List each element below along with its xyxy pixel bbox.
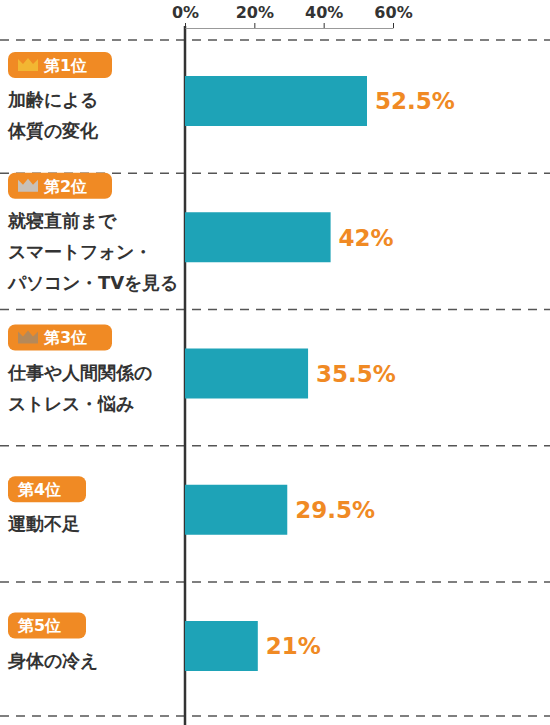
data-label: 21% — [266, 633, 321, 659]
tick-mark — [393, 23, 394, 28]
separator — [0, 581, 550, 583]
data-label: 35.5% — [316, 361, 396, 387]
category-group: 第2位就寝直前までスマートフォン・パソコン・TVを見る — [7, 173, 178, 293]
bar — [185, 76, 367, 126]
x-axis: 0% 20% 40% 60% — [172, 3, 413, 28]
rank-badge — [8, 325, 112, 351]
bar — [185, 485, 287, 535]
data-label: 29.5% — [295, 497, 375, 523]
rank-label: 第3位 — [43, 328, 87, 347]
data-label: 42% — [339, 225, 394, 251]
bar — [185, 212, 331, 262]
tick: 20% — [236, 3, 274, 28]
rank-label: 第2位 — [43, 177, 87, 196]
tick-label: 0% — [172, 3, 199, 22]
bar — [185, 621, 258, 671]
tick-label: 40% — [305, 3, 343, 22]
rank-badge — [8, 613, 86, 639]
data-label: 52.5% — [375, 88, 455, 114]
rank-badge — [8, 173, 112, 199]
separators — [0, 40, 550, 716]
category-label: 運動不足 — [7, 513, 80, 534]
tick-mark — [324, 23, 325, 28]
category-label: 身体の冷え — [7, 650, 98, 671]
category-group: 第1位加齢による体質の変化 — [7, 52, 112, 141]
separator — [0, 445, 550, 447]
category-label: 就寝直前までスマートフォン・パソコン・TVを見る — [7, 210, 178, 293]
bar — [185, 349, 308, 399]
separator — [0, 715, 550, 717]
tick-mark — [254, 23, 255, 28]
category-label: 加齢による体質の変化 — [7, 89, 99, 141]
category-labels: 第1位加齢による体質の変化第2位就寝直前までスマートフォン・パソコン・TVを見る… — [7, 52, 178, 671]
crown-icon — [18, 179, 38, 192]
tick: 60% — [374, 3, 412, 28]
category-label: 仕事や人間関係のストレス・悩み — [7, 362, 152, 414]
rank-badge — [8, 476, 86, 502]
category-group: 第4位運動不足 — [7, 476, 86, 534]
crown-icon — [18, 58, 38, 71]
tick: 0% — [172, 3, 199, 28]
tick-label: 60% — [374, 3, 412, 22]
axis-line — [186, 28, 394, 29]
rank-badge — [8, 52, 112, 78]
rank-label: 第5位 — [17, 616, 61, 635]
rank-label: 第1位 — [43, 56, 87, 75]
category-group: 第5位身体の冷え — [7, 613, 98, 671]
separator — [0, 309, 550, 311]
crown-icon — [18, 331, 38, 344]
tick: 40% — [305, 3, 343, 28]
data-labels: 52.5% 42% 35.5% 29.5% 21% — [266, 88, 455, 659]
rank-label: 第4位 — [17, 480, 61, 499]
category-group: 第3位仕事や人間関係のストレス・悩み — [7, 325, 152, 414]
chart: 0% 20% 40% 60% 52.5% 42% 35.5% 29.5% 21% 第1位加齢による… — [0, 0, 550, 725]
separator — [0, 39, 550, 41]
tick-mark — [185, 23, 186, 28]
tick-label: 20% — [236, 3, 274, 22]
